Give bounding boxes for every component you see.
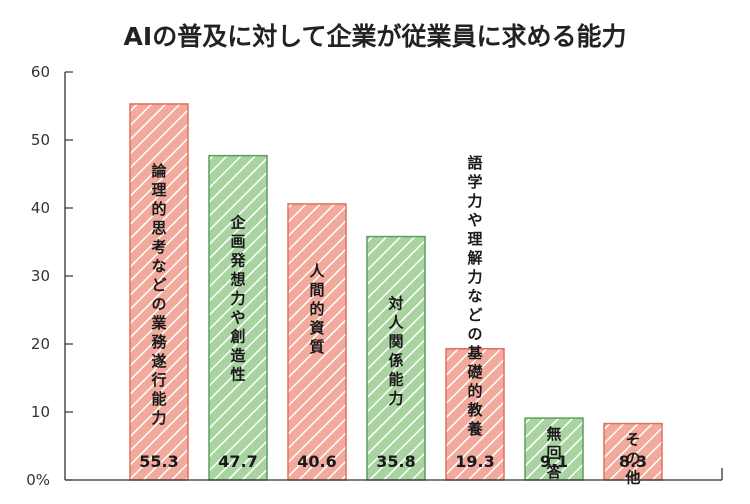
y-tick-label: 20 [31,335,50,353]
category-label: その他 [624,431,640,487]
bar-3 [287,203,347,481]
category-label: 対人関係能力 [387,295,404,408]
y-tick-label: 10 [31,403,50,421]
category-label: 人間的資質 [309,262,325,356]
value-label: 19.3 [455,452,494,471]
value-label: 47.7 [218,452,257,471]
y-tick-label: 50 [31,131,50,149]
bars-group: 論理的思考などの業務遂行能力 55.3 企画発想力や創造性 47.7 人間的資質 40.6… [129,103,663,487]
value-label: 8.3 [619,452,647,471]
bar-4 [366,235,426,481]
bar-7 [603,422,663,481]
category-label: 語学力や理解力などの基礎的教養 [466,154,483,438]
value-label: 55.3 [139,452,178,471]
y-tick-label: 40 [31,199,50,217]
y-axis-ticks: 0% 10 20 30 40 50 60 [26,63,73,489]
bar-6 [524,417,584,481]
y-tick-label: 0% [26,471,50,489]
category-label: 企画発想力や創造性 [229,214,246,384]
y-tick-label: 30 [31,267,50,285]
axes-group [64,72,723,481]
value-label: 9.1 [540,452,568,471]
value-label: 35.8 [376,452,415,471]
chart-title: AIの普及に対して企業が従業員に求める能力 [124,22,627,51]
value-label: 40.6 [297,452,336,471]
bar-5 [445,348,505,481]
category-label: 無回答 [546,425,562,481]
y-tick-label: 60 [31,63,50,81]
bar-2 [208,154,268,481]
category-label: 論理的思考などの業務遂行能力 [150,162,167,427]
